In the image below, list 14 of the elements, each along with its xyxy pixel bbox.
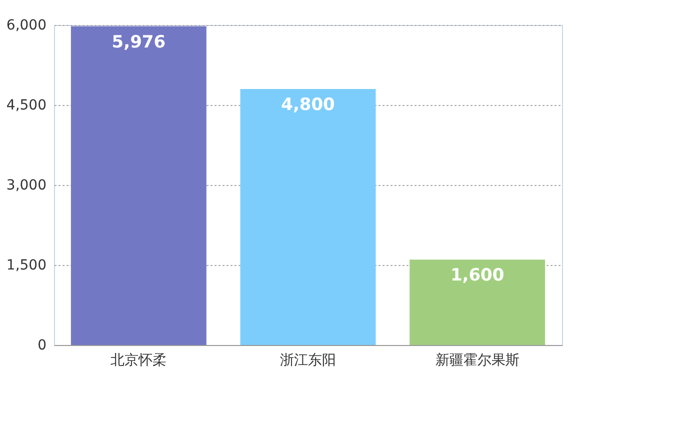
data-label: 5,976 <box>112 32 166 52</box>
x-tick-label: 北京怀柔 <box>110 352 167 368</box>
y-tick-label: 3,000 <box>6 178 46 194</box>
y-tick-label: 1,500 <box>6 258 46 274</box>
x-tick-label: 新疆霍尔果斯 <box>435 352 520 368</box>
y-tick-label: 4,500 <box>6 98 46 114</box>
bar <box>240 89 376 345</box>
x-tick-label: 浙江东阳 <box>280 352 336 368</box>
data-label: 4,800 <box>281 95 336 115</box>
bar <box>410 260 546 345</box>
bar <box>70 26 206 345</box>
y-tick-label: 6,000 <box>6 18 46 34</box>
data-label: 1,600 <box>450 266 504 286</box>
y-tick-label: 0 <box>38 338 46 354</box>
